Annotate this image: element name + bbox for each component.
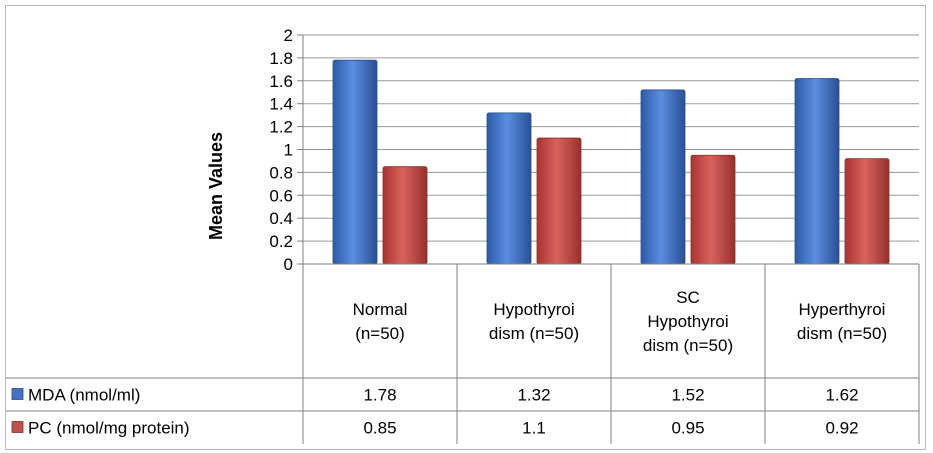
- y-tick-label: 0.8: [269, 163, 293, 182]
- y-tick-label: 1.6: [269, 72, 293, 91]
- bar-chart: 00.20.40.60.811.21.41.61.82 Mean Values …: [6, 26, 920, 444]
- y-tick-label: 1.2: [269, 118, 293, 137]
- bar-pc-3: [844, 158, 890, 265]
- bar-pc-2: [690, 154, 736, 265]
- category-label: Hyperthyroi dism (n=50): [797, 300, 887, 343]
- y-tick-label: 1: [284, 141, 293, 160]
- y-tick-label: 2: [284, 26, 293, 45]
- category-label: SC Hypothyroi dism (n=50): [643, 288, 733, 355]
- data-label: 0.92: [825, 419, 858, 438]
- series-name: MDA (nmol/ml): [28, 386, 140, 405]
- category-label: Normal (n=50): [353, 300, 408, 343]
- chart-frame: 0 0.2 0.4 0.6 0.8 1 1.2 1.4 1.6 1.8 2 Mean Values …: [5, 5, 926, 450]
- data-label: 1.1: [522, 419, 546, 438]
- y-tick-label: 0.2: [269, 232, 293, 251]
- data-label: 0.95: [671, 419, 704, 438]
- y-tick-label: 0.6: [269, 186, 293, 205]
- data-label: 0.85: [363, 419, 396, 438]
- bar-mda-2: [640, 89, 686, 265]
- series-name: PC (nmol/mg protein): [28, 419, 190, 438]
- y-tick-label: 0: [284, 255, 293, 274]
- bar-pc-1: [536, 137, 582, 265]
- legend-key-mda: [11, 388, 24, 400]
- bar-mda-0: [332, 59, 378, 265]
- data-label: 1.52: [671, 386, 704, 405]
- bar-mda-1: [486, 112, 532, 265]
- data-label: 1.62: [825, 386, 858, 405]
- y-axis-label: Mean Values: [206, 132, 226, 240]
- y-tick-label: 1.8: [269, 49, 293, 68]
- data-label: 1.78: [363, 386, 396, 405]
- category-label: Hypothyroi dism (n=50): [489, 300, 579, 343]
- bar-pc-0: [382, 166, 428, 265]
- y-tick-label: 0.4: [269, 209, 293, 228]
- legend-key-pc: [11, 421, 24, 433]
- data-label: 1.32: [517, 386, 550, 405]
- bar-mda-3: [794, 78, 840, 265]
- y-tick-label: 1.4: [269, 95, 293, 114]
